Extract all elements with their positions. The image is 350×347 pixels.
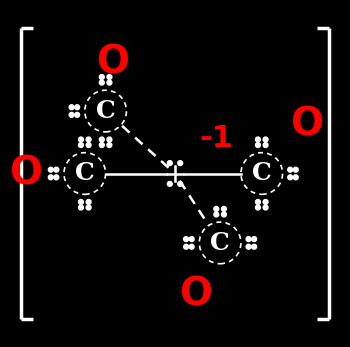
Circle shape: [214, 212, 219, 217]
Text: C: C: [210, 231, 230, 255]
Circle shape: [189, 244, 194, 249]
Circle shape: [75, 105, 79, 110]
Circle shape: [288, 167, 293, 172]
Circle shape: [86, 143, 91, 147]
Circle shape: [54, 175, 59, 180]
Circle shape: [69, 112, 74, 117]
Circle shape: [86, 205, 91, 210]
Text: C: C: [75, 161, 95, 186]
Circle shape: [246, 237, 251, 242]
Circle shape: [99, 143, 104, 147]
Circle shape: [167, 181, 172, 186]
Circle shape: [86, 200, 91, 204]
Circle shape: [263, 143, 268, 147]
Circle shape: [184, 237, 189, 242]
Circle shape: [107, 143, 112, 147]
Circle shape: [256, 137, 260, 142]
Circle shape: [256, 205, 260, 210]
Circle shape: [256, 143, 260, 147]
Circle shape: [75, 112, 79, 117]
Circle shape: [99, 75, 104, 79]
Circle shape: [48, 175, 53, 180]
Text: C: C: [96, 99, 116, 123]
Circle shape: [78, 143, 83, 147]
Text: O: O: [9, 154, 42, 193]
Circle shape: [246, 244, 251, 249]
Circle shape: [252, 244, 257, 249]
Circle shape: [293, 167, 298, 172]
Circle shape: [99, 80, 104, 85]
Circle shape: [252, 237, 257, 242]
Text: O: O: [179, 276, 212, 314]
Text: -1: -1: [200, 124, 233, 153]
Circle shape: [78, 205, 83, 210]
Circle shape: [214, 206, 219, 211]
Text: O: O: [290, 106, 323, 144]
Circle shape: [222, 212, 226, 217]
Circle shape: [107, 75, 112, 79]
Circle shape: [288, 175, 293, 180]
Circle shape: [263, 205, 268, 210]
Circle shape: [189, 237, 194, 242]
Circle shape: [256, 200, 260, 204]
Text: C: C: [252, 161, 272, 186]
Circle shape: [178, 161, 183, 166]
Circle shape: [293, 175, 298, 180]
Circle shape: [78, 137, 83, 142]
Circle shape: [107, 137, 112, 142]
Circle shape: [167, 161, 172, 166]
Circle shape: [54, 167, 59, 172]
Circle shape: [78, 200, 83, 204]
Circle shape: [48, 167, 53, 172]
Circle shape: [222, 206, 226, 211]
Circle shape: [178, 181, 183, 186]
Circle shape: [184, 244, 189, 249]
Circle shape: [69, 105, 74, 110]
Circle shape: [263, 200, 268, 204]
Circle shape: [263, 137, 268, 142]
Text: O: O: [96, 43, 129, 82]
Circle shape: [99, 137, 104, 142]
Circle shape: [86, 137, 91, 142]
Circle shape: [107, 80, 112, 85]
